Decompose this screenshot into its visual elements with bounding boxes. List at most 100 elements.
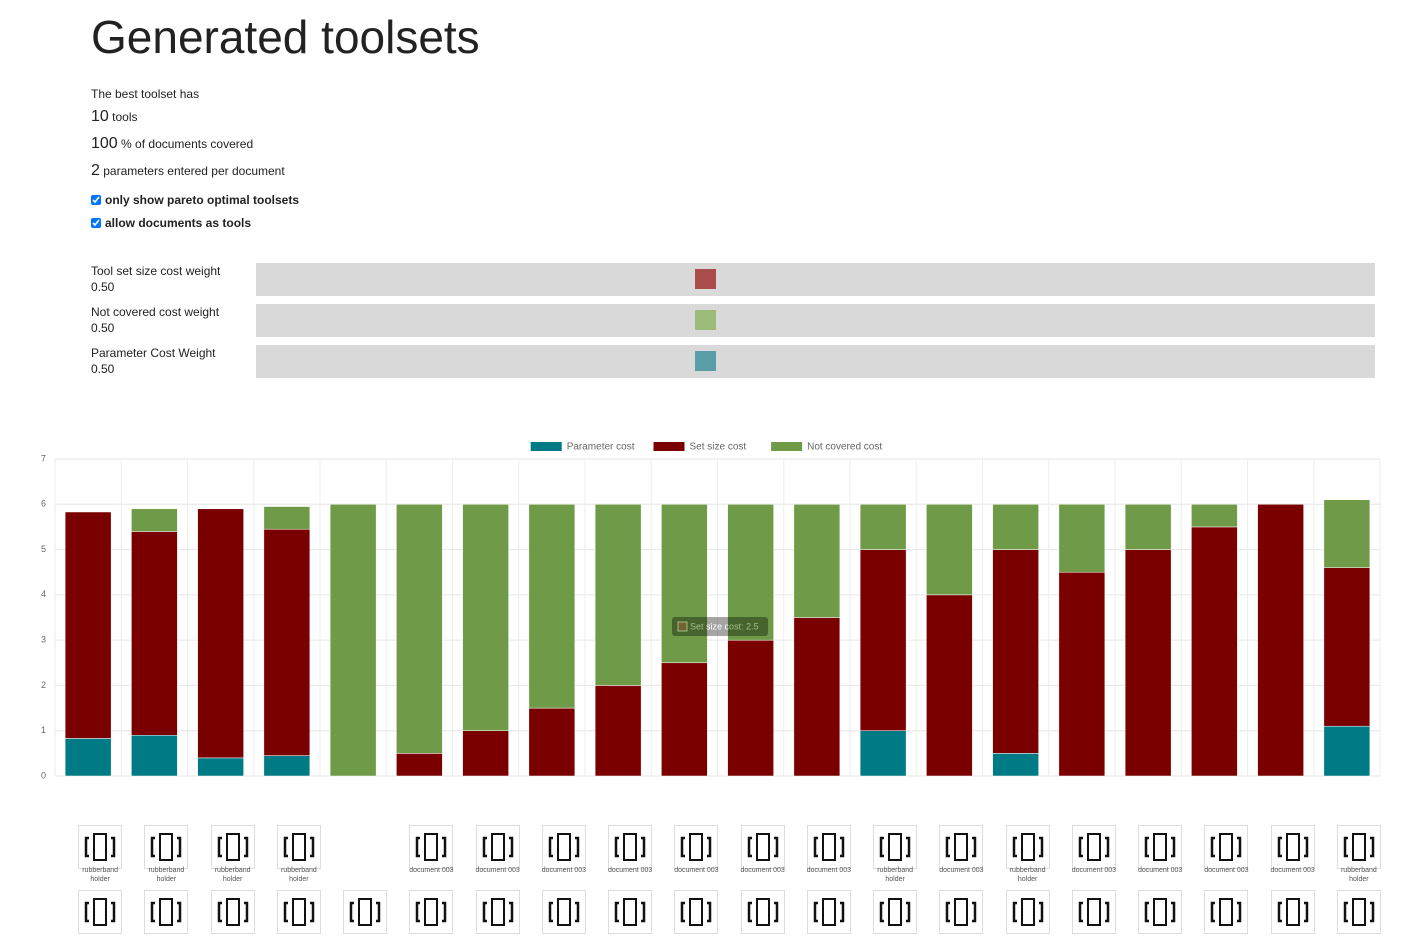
tool-tile[interactable] — [1270, 825, 1315, 869]
y-tick-label: 7 — [41, 453, 46, 463]
tooltip-swatch — [677, 621, 688, 632]
bar-segment — [926, 504, 973, 596]
tool-tile[interactable] — [740, 890, 785, 934]
tool-tile[interactable] — [873, 890, 918, 934]
bar-segment — [1058, 504, 1106, 573]
tool-icon — [1211, 898, 1242, 926]
tool-tile[interactable] — [541, 890, 586, 934]
tool-tile[interactable] — [1336, 825, 1381, 869]
tool-icon — [1277, 833, 1308, 861]
y-tick-label: 4 — [41, 589, 46, 599]
bar-segment — [396, 504, 443, 754]
tool-icon — [416, 833, 447, 861]
tool-tile[interactable] — [541, 825, 586, 869]
tool-icon — [1144, 833, 1176, 861]
tool-label: document 003 — [1071, 867, 1117, 874]
page-title: Generated toolsets — [91, 11, 480, 63]
bar-segment — [329, 504, 377, 777]
slider-track[interactable] — [256, 304, 1375, 337]
bar-segment — [197, 757, 244, 777]
legend-label: Parameter cost — [567, 442, 635, 453]
tool-tile[interactable] — [608, 825, 653, 869]
tool-tile[interactable] — [343, 890, 388, 934]
bar-segment — [197, 508, 244, 759]
tool-tile[interactable] — [1005, 890, 1050, 934]
tool-tile[interactable] — [939, 890, 984, 934]
option-checkbox[interactable] — [91, 218, 101, 228]
tool-tile[interactable] — [1270, 890, 1315, 934]
bar-segment — [131, 531, 178, 736]
tool-tile[interactable] — [210, 890, 255, 934]
slider-handle[interactable] — [695, 310, 716, 330]
bar-segment — [926, 594, 973, 777]
slider-label: Not covered cost weight — [91, 305, 220, 319]
slider-handle[interactable] — [695, 351, 716, 371]
tool-icon — [217, 898, 248, 926]
tool-tile[interactable] — [409, 890, 454, 934]
tool-icon — [1012, 833, 1043, 861]
tool-tile[interactable] — [1138, 825, 1183, 869]
summary-text: parameters entered per document — [103, 164, 285, 178]
tool-tile[interactable] — [1071, 825, 1116, 869]
option[interactable]: only show pareto optimal toolsets — [91, 193, 299, 207]
tool-label: rubberband holder — [82, 867, 119, 883]
tool-tile[interactable] — [873, 825, 918, 869]
tool-tile[interactable] — [674, 890, 719, 934]
summary-line: 100 % of documents covered — [91, 135, 253, 153]
option-checkbox[interactable] — [91, 195, 101, 205]
tool-label: rubberband holder — [214, 867, 251, 883]
tool-tile[interactable] — [1204, 825, 1249, 869]
bar-segment — [528, 707, 576, 777]
tool-icon — [1078, 833, 1110, 861]
tool-label: rubberband holder — [1009, 867, 1046, 883]
tool-tile[interactable] — [144, 825, 189, 869]
bar-segment — [1124, 504, 1172, 550]
bar-segment — [727, 639, 774, 777]
summary-line: 2 parameters entered per document — [91, 162, 285, 180]
tool-tile[interactable] — [740, 825, 785, 869]
tool-tile[interactable] — [475, 825, 520, 869]
tool-tile[interactable] — [276, 825, 321, 869]
tool-tile[interactable] — [409, 825, 454, 869]
slider-value: 0.50 — [91, 362, 115, 376]
tool-tile[interactable] — [806, 890, 851, 934]
tool-tile[interactable] — [608, 890, 653, 934]
tool-icon — [681, 898, 712, 926]
bar-segment — [594, 504, 642, 686]
tool-tile[interactable] — [1138, 890, 1183, 934]
tool-tile[interactable] — [276, 890, 321, 934]
tool-tile[interactable] — [1336, 890, 1381, 934]
tool-tile[interactable] — [144, 890, 189, 934]
tool-label: rubberband holder — [280, 867, 317, 883]
bar-segment — [594, 685, 642, 777]
slider-label: Tool set size cost weight — [91, 264, 221, 278]
bar-segment — [1191, 526, 1238, 777]
tool-tile[interactable] — [210, 825, 255, 869]
summary-text: % of documents covered — [121, 137, 254, 151]
y-tick-label: 0 — [41, 770, 46, 780]
summary-text: tools — [112, 110, 138, 124]
bar-segment — [1323, 499, 1371, 568]
tool-tile[interactable] — [475, 890, 520, 934]
slider-track[interactable] — [256, 345, 1375, 378]
tool-tile[interactable] — [1204, 890, 1249, 934]
tool-tile[interactable] — [78, 890, 123, 934]
bar-segment — [793, 504, 841, 618]
tool-tile[interactable] — [939, 825, 984, 869]
tool-tile[interactable] — [806, 825, 851, 869]
slider-handle[interactable] — [695, 269, 716, 289]
tool-icon — [1343, 833, 1375, 861]
option[interactable]: allow documents as tools — [91, 216, 251, 230]
tool-tile[interactable] — [1005, 825, 1050, 869]
tool-label: document 003 — [806, 867, 852, 874]
tool-tile[interactable] — [1071, 890, 1116, 934]
tool-tile[interactable] — [78, 825, 123, 869]
tool-label: document 003 — [475, 867, 520, 874]
tool-tile[interactable] — [674, 825, 719, 869]
chart: 0 1 2 3 4 5 6 7 Parameter cost Set size cost Not c… — [41, 442, 1381, 780]
bar-segment — [131, 734, 178, 777]
y-tick-label: 5 — [41, 544, 46, 554]
bar-segment — [793, 617, 841, 777]
slider-track[interactable] — [256, 263, 1375, 296]
bar-segment — [661, 662, 708, 777]
